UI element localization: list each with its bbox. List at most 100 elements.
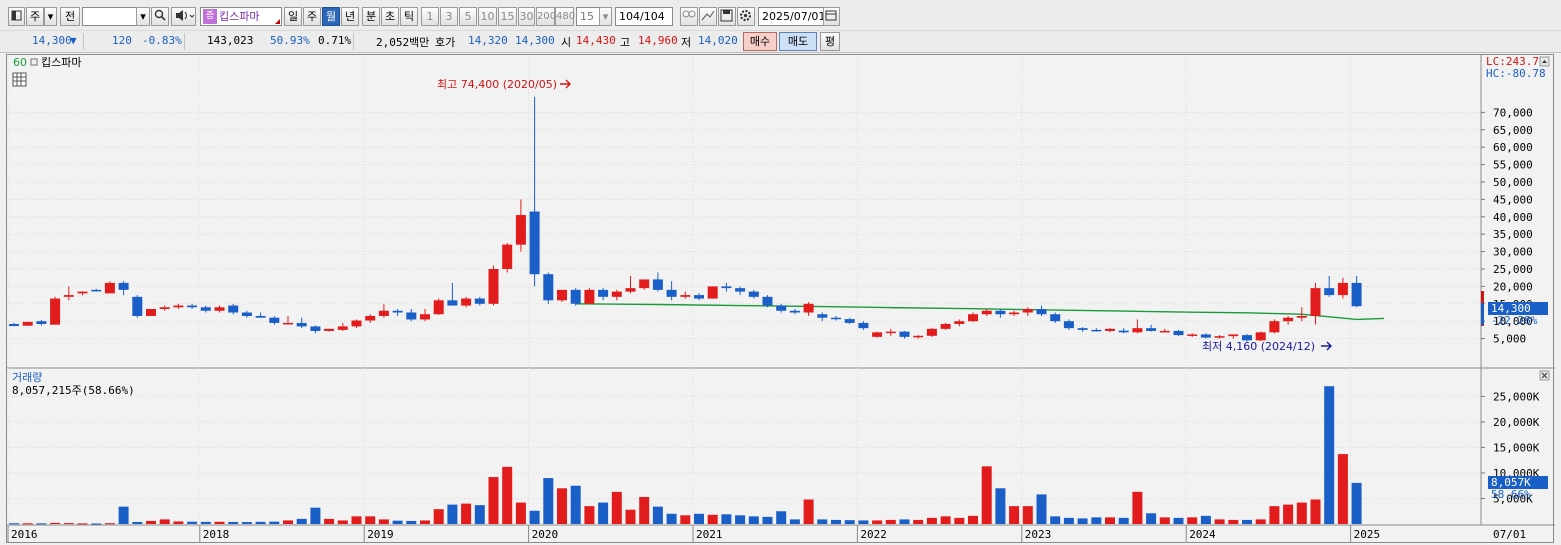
candle-body	[680, 295, 691, 297]
x-tick-label: 2016	[11, 528, 38, 541]
candle-body	[241, 312, 252, 316]
volume-bar	[488, 477, 499, 524]
volume-bar	[968, 515, 978, 524]
interval-3[interactable]: 3	[440, 7, 458, 26]
x-tick-label: 2021	[696, 528, 723, 541]
save-icon[interactable]	[718, 7, 736, 26]
volume-bar	[776, 511, 787, 524]
interval-200[interactable]: 200	[536, 7, 556, 26]
candle-body	[50, 298, 61, 325]
tab-month[interactable]: 월	[322, 7, 340, 26]
price-tick-label: 25,000	[1493, 263, 1533, 276]
volume-bar	[146, 520, 156, 524]
current-price-tag-label: 14,300	[1491, 302, 1531, 315]
candle-body	[433, 300, 444, 315]
candle-body	[1132, 328, 1143, 333]
candle-body	[283, 322, 293, 325]
volume-bar	[639, 496, 650, 524]
volume-bar	[694, 513, 704, 524]
tab-tick[interactable]: 틱	[400, 7, 418, 26]
volume-bar	[543, 478, 554, 524]
volume-bar	[954, 517, 965, 524]
candle-body	[228, 305, 239, 313]
candle-body	[474, 298, 485, 304]
volume-bar	[844, 520, 855, 524]
interval-dropdown-icon[interactable]: ▾	[599, 7, 612, 26]
current-volume-pct: 58.66%	[1491, 488, 1531, 501]
tab-second[interactable]: 초	[381, 7, 399, 26]
search-icon[interactable]	[151, 7, 169, 26]
candle-body	[899, 331, 910, 337]
interval-10[interactable]: 10	[478, 7, 497, 26]
crosshair-icon[interactable]	[699, 7, 717, 26]
mode-button[interactable]: 주	[26, 7, 44, 26]
candle-body	[1036, 309, 1047, 315]
candle-body	[625, 288, 636, 292]
count-field[interactable]: 104/104	[615, 7, 673, 26]
volume-bar	[365, 516, 376, 524]
volume-info: 8,057,215주(58.66%)	[12, 384, 135, 397]
candle-body	[776, 305, 787, 311]
table-icon[interactable]	[12, 72, 27, 87]
tab-day[interactable]: 일	[284, 7, 302, 26]
trade-volume: 143,023	[207, 34, 254, 47]
price-tick-label: 55,000	[1493, 159, 1533, 172]
zoom-icon[interactable]	[680, 7, 698, 26]
volume-bar	[803, 499, 814, 524]
high-label: 고	[620, 36, 631, 49]
candle-body	[694, 295, 704, 299]
interval-5[interactable]: 5	[459, 7, 477, 26]
high-price: 14,960	[638, 34, 678, 47]
candle-body	[488, 268, 499, 304]
candle-body	[926, 328, 937, 336]
candle-body	[146, 309, 156, 316]
candle-body	[1200, 334, 1211, 338]
volume-title: 거래량	[12, 371, 42, 384]
volume-bar	[584, 506, 595, 524]
current-price-tag	[1488, 302, 1548, 315]
volume-bar	[1077, 518, 1088, 524]
scroll-up-icon[interactable]	[1539, 56, 1550, 67]
interval-15[interactable]: 15	[498, 7, 517, 26]
candle-body	[1242, 335, 1252, 341]
close-pane-icon[interactable]	[1539, 370, 1550, 381]
sell-button[interactable]: 매도	[779, 32, 817, 51]
average-button[interactable]: 평	[820, 32, 840, 51]
tab-week[interactable]: 주	[303, 7, 321, 26]
candle-body	[1173, 330, 1184, 336]
candle-body	[269, 317, 280, 323]
calendar-icon[interactable]	[823, 7, 840, 26]
interval-480[interactable]: 480	[555, 7, 575, 26]
sound-icon[interactable]	[171, 7, 196, 26]
interval-input[interactable]: 15	[576, 7, 600, 26]
prev-button[interactable]: 전	[60, 7, 80, 26]
volume-bar	[1105, 517, 1115, 524]
candle-body	[77, 291, 88, 294]
legend-box-icon	[30, 58, 38, 66]
candle-body	[789, 310, 800, 313]
volume-bar	[283, 520, 293, 524]
buy-button[interactable]: 매수	[743, 32, 777, 51]
tab-year[interactable]: 년	[341, 7, 359, 26]
stock-name-field[interactable]: 증 킵스파마	[200, 7, 282, 26]
x-tick-label: 2020	[532, 528, 559, 541]
candle-body	[721, 286, 732, 289]
window-layout-icon[interactable]	[8, 7, 25, 26]
count-total: /104	[640, 10, 665, 23]
open-label: 시	[561, 36, 572, 49]
candle-body	[461, 298, 472, 306]
candle-body	[584, 289, 595, 304]
volume-bar	[598, 502, 609, 524]
volume-bar	[392, 520, 403, 524]
ask-price: 14,320	[468, 34, 508, 47]
mode-dropdown-icon[interactable]: ▾	[44, 7, 57, 26]
interval-1[interactable]: 1	[421, 7, 439, 26]
candle-body	[255, 315, 266, 318]
interval-30[interactable]: 30	[518, 7, 535, 26]
code-dropdown-icon[interactable]: ▾	[136, 7, 150, 26]
max-annotation: 최고 74,400 (2020/05)	[437, 78, 557, 91]
hc-label: HC:-80.78	[1486, 67, 1546, 80]
tab-minute[interactable]: 분	[362, 7, 380, 26]
gear-icon[interactable]	[737, 7, 755, 26]
